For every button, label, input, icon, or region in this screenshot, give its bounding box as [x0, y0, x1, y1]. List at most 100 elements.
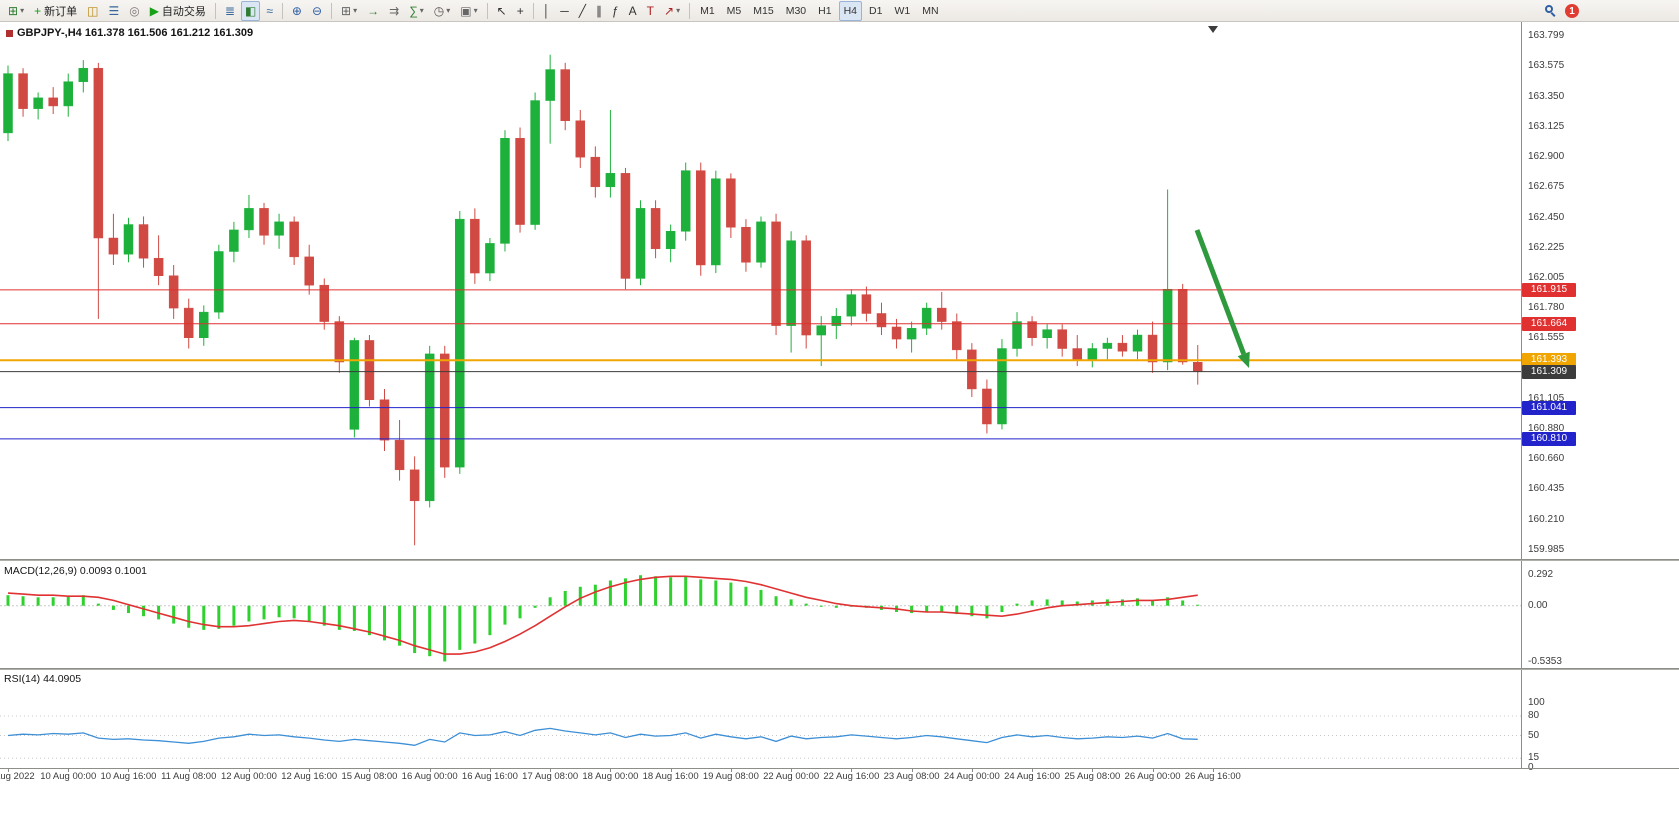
dropdown-caret-icon: ▾ [20, 6, 25, 15]
rsi-tick: 100 [1528, 697, 1545, 708]
cursor[interactable]: ↖ [493, 1, 511, 21]
time-tick-mark [1032, 768, 1034, 772]
crosshair[interactable]: + [513, 1, 528, 21]
drawn-arrow-head[interactable] [1237, 351, 1250, 368]
time-tick-label: 11 Aug 08:00 [161, 771, 217, 782]
price-tick: 162.450 [1528, 211, 1565, 223]
time-tick-mark [1092, 768, 1094, 772]
toolbar-separator [214, 2, 216, 19]
tile-windows[interactable]: ⊞ ▾ [337, 1, 361, 21]
auto-scroll[interactable]: → [363, 1, 383, 21]
macd-tick: 0.292 [1528, 569, 1554, 580]
rsi-tick: 15 [1528, 752, 1540, 764]
price-tick: 161.780 [1528, 302, 1565, 314]
zoom-out[interactable]: ⊖ [308, 1, 326, 21]
timeframe-button-tf-m15[interactable]: M15 [748, 1, 778, 21]
notification-badge[interactable]: 1 [1565, 4, 1579, 18]
bar-chart[interactable]: ≣ [221, 1, 239, 21]
timeframe-button-tf-d1[interactable]: D1 [864, 1, 887, 21]
zoom-in[interactable]: ⊕ [288, 1, 306, 21]
timeframe-button-tf-mn[interactable]: MN [917, 1, 943, 21]
profiles[interactable]: ◫ [83, 1, 102, 21]
price-tag-161.915: 161.915 [1522, 282, 1576, 297]
time-tick-label: 26 Aug 16:00 [1184, 771, 1241, 782]
rsi-tick: 50 [1528, 729, 1540, 741]
channel[interactable]: ∥ [592, 1, 606, 21]
time-axis-border [0, 768, 1679, 769]
new-order[interactable]: + 新订单 [30, 1, 81, 21]
price-tick: 161.105 [1528, 393, 1565, 405]
timeframe-button-tf-h1[interactable]: H1 [813, 1, 836, 21]
toolbar-right: 1 [1544, 0, 1579, 22]
autoscroll-icon: → [367, 3, 380, 18]
time-tick-mark [791, 768, 793, 772]
navigator[interactable]: ◎ [125, 1, 143, 21]
text-label[interactable]: T [643, 1, 658, 21]
text-icon: A [628, 3, 637, 18]
zoom-in-icon: ⊕ [291, 3, 302, 18]
timeframe-button-tf-w1[interactable]: W1 [889, 1, 915, 21]
price-tick: 160.880 [1528, 423, 1565, 435]
time-tick-label: 24 Aug 16:00 [1004, 771, 1061, 782]
time-tick-label: 10 Aug 2022 [0, 771, 35, 782]
candlestick-chart[interactable]: ◧ [240, 0, 261, 21]
tf-m5-label: M5 [726, 4, 742, 17]
line-chart[interactable]: ≈ [262, 1, 277, 21]
toolbar-separator [331, 2, 333, 19]
indicators[interactable]: ∑ ▾ [405, 1, 428, 21]
macd-pane-splitter[interactable] [0, 559, 1679, 561]
arrows[interactable]: ↗ ▾ [660, 1, 684, 21]
templates[interactable]: ▣ ▾ [456, 1, 481, 21]
price-tick: 162.675 [1528, 181, 1565, 193]
horizontal-line[interactable]: ─ [556, 1, 573, 21]
fibonacci[interactable]: ƒ [608, 1, 623, 21]
dropdown-caret-icon: ▾ [676, 6, 681, 15]
trendline[interactable]: ╱ [575, 1, 590, 21]
time-tick-label: 12 Aug 00:00 [220, 771, 277, 782]
bars-icon: ≣ [224, 3, 235, 18]
rsi-pane-splitter[interactable] [0, 668, 1679, 670]
chart-shift-marker [1208, 26, 1218, 33]
time-tick-label: 23 Aug 08:00 [883, 771, 940, 782]
vertical-line[interactable]: │ [539, 1, 555, 21]
market-watch-icon: ☰ [108, 3, 120, 18]
price-tick: 163.799 [1528, 30, 1565, 41]
timeframe-button-tf-m5[interactable]: M5 [722, 1, 747, 21]
price-tick: 161.555 [1528, 332, 1565, 344]
clock-icon: ◷ [433, 3, 445, 18]
vline-icon: │ [542, 3, 551, 18]
time-tick-label: 19 Aug 08:00 [702, 771, 759, 782]
timeframe-button-tf-h4[interactable]: H4 [838, 0, 863, 21]
arrows-icon: ↗ [664, 3, 675, 18]
price-tick: 163.350 [1528, 90, 1565, 102]
text[interactable]: A [625, 1, 641, 21]
timeframe-button-tf-m30[interactable]: M30 [781, 1, 811, 21]
crosshair-icon: + [516, 3, 524, 18]
time-tick-mark [489, 768, 491, 772]
price-tick: 163.125 [1528, 120, 1565, 132]
price-tick: 162.900 [1528, 151, 1565, 163]
drawn-arrow-object[interactable] [1194, 229, 1247, 355]
annotation-layer[interactable] [1194, 229, 1250, 368]
toolbar-separator [486, 2, 488, 19]
cursor-icon: ↖ [496, 3, 507, 18]
label-icon: T [646, 3, 654, 18]
tf-h1-label: H1 [818, 4, 832, 17]
time-tick-label: 15 Aug 08:00 [341, 771, 398, 782]
tf-h4-label: H4 [843, 4, 858, 17]
price-chart[interactable] [0, 22, 1521, 837]
time-tick-mark [429, 768, 431, 772]
time-tick-label: 24 Aug 00:00 [943, 771, 1000, 782]
timeframe-button-tf-m1[interactable]: M1 [695, 1, 720, 21]
chart-shift[interactable]: ⇉ [385, 1, 403, 21]
autotrading-label: 自动交易 [161, 5, 206, 18]
autotrading[interactable]: ▶ 自动交易 [146, 1, 210, 21]
tile-icon: ⊞ [341, 3, 352, 18]
periods[interactable]: ◷ ▾ [430, 1, 455, 21]
search-icon[interactable] [1544, 4, 1558, 18]
line-icon: ≈ [266, 3, 273, 18]
new-chart[interactable]: ⊞ ▾ [4, 1, 28, 21]
market-watch[interactable]: ☰ [104, 1, 123, 21]
time-tick-label: 10 Aug 00:00 [40, 771, 97, 782]
